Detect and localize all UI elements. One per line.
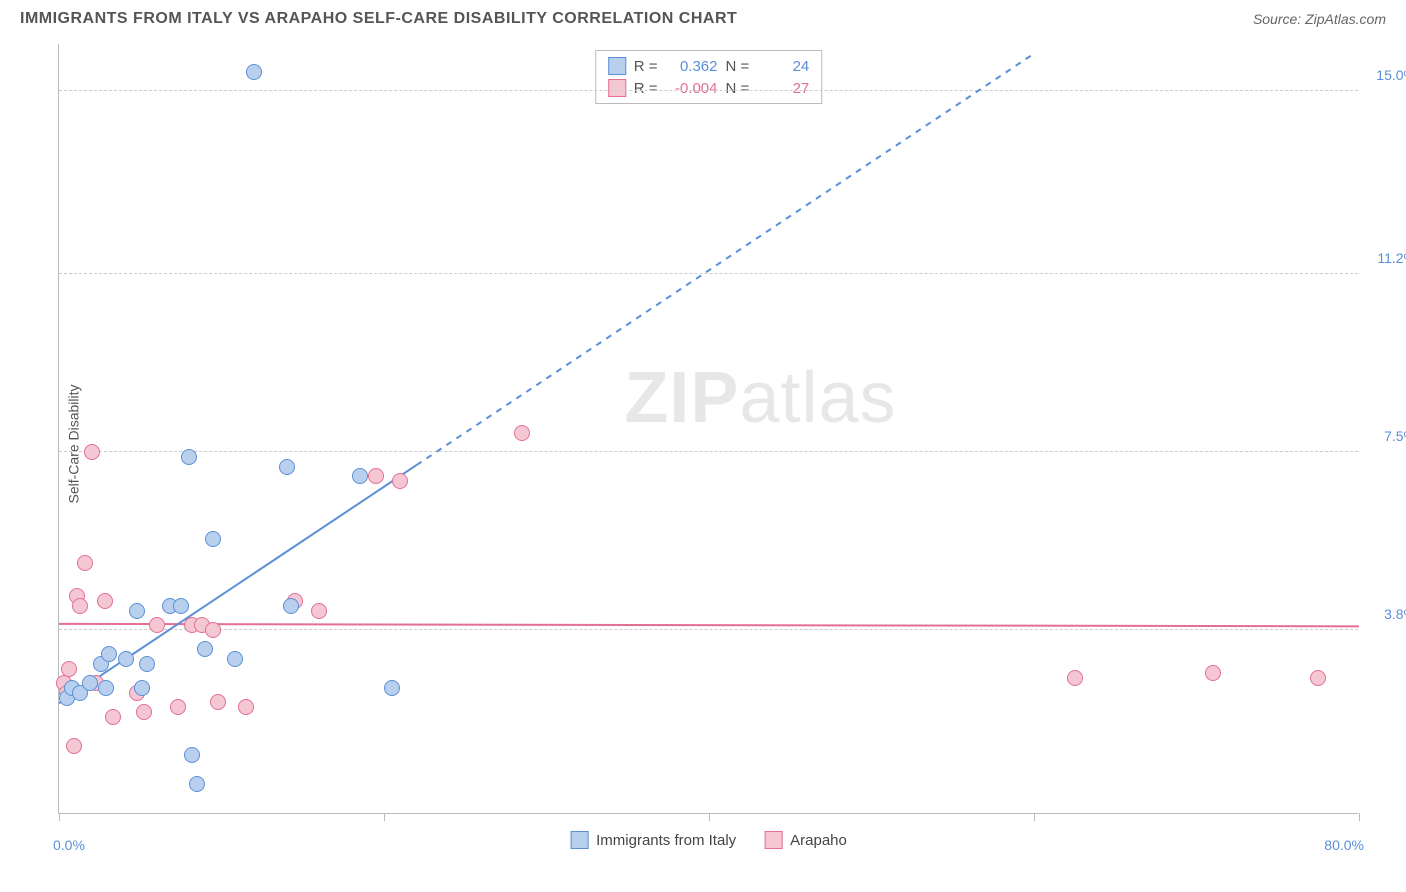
blue-point [283, 598, 299, 614]
blue-point [189, 776, 205, 792]
legend-swatch-pink [608, 79, 626, 97]
x-axis-max-label: 80.0% [1324, 837, 1364, 853]
y-tick-label: 11.2% [1377, 250, 1406, 266]
legend-swatch-blue [570, 831, 588, 849]
y-tick-label: 3.8% [1384, 606, 1406, 622]
blue-point [279, 459, 295, 475]
legend-label-pink: Arapaho [790, 832, 847, 849]
watermark: ZIPatlas [624, 357, 896, 439]
blue-point [173, 598, 189, 614]
r-value-pink: -0.004 [666, 80, 718, 97]
blue-point [134, 680, 150, 696]
chart-title: IMMIGRANTS FROM ITALY VS ARAPAHO SELF-CA… [20, 10, 737, 28]
pink-point [61, 661, 77, 677]
pink-point [1310, 670, 1326, 686]
pink-point [77, 555, 93, 571]
plot-region: ZIPatlas R = 0.362 N = 24 R = -0.004 N =… [58, 44, 1358, 814]
n-value-pink: 27 [757, 80, 809, 97]
legend-swatch-blue [608, 57, 626, 75]
blue-point [101, 646, 117, 662]
x-tick [1034, 813, 1035, 821]
blue-point [352, 468, 368, 484]
trend-line [59, 44, 1359, 814]
legend-label-blue: Immigrants from Italy [596, 832, 736, 849]
pink-point [368, 468, 384, 484]
blue-point [181, 449, 197, 465]
pink-point [105, 709, 121, 725]
pink-point [84, 444, 100, 460]
pink-point [1205, 665, 1221, 681]
correlation-legend: R = 0.362 N = 24 R = -0.004 N = 27 [595, 50, 823, 104]
blue-point [227, 651, 243, 667]
chart-area: Self-Care Disability ZIPatlas R = 0.362 … [48, 44, 1388, 844]
blue-point [205, 531, 221, 547]
blue-point [384, 680, 400, 696]
r-label: R = [634, 80, 658, 97]
pink-point [170, 699, 186, 715]
pink-point [205, 622, 221, 638]
trend-line [59, 44, 1359, 814]
n-label: N = [726, 58, 750, 75]
pink-point [392, 473, 408, 489]
x-tick [709, 813, 710, 821]
blue-point [98, 680, 114, 696]
r-value-blue: 0.362 [666, 58, 718, 75]
blue-point [129, 603, 145, 619]
source-label: Source: ZipAtlas.com [1253, 11, 1386, 27]
pink-point [514, 425, 530, 441]
gridline [59, 629, 1358, 630]
series-legend: Immigrants from Italy Arapaho [570, 831, 847, 849]
gridline [59, 451, 1358, 452]
blue-point [118, 651, 134, 667]
blue-point [139, 656, 155, 672]
blue-point [197, 641, 213, 657]
pink-point [210, 694, 226, 710]
pink-point [238, 699, 254, 715]
legend-swatch-pink [764, 831, 782, 849]
gridline [59, 273, 1358, 274]
pink-point [136, 704, 152, 720]
blue-point [184, 747, 200, 763]
pink-point [97, 593, 113, 609]
x-tick [384, 813, 385, 821]
x-tick [1359, 813, 1360, 821]
pink-point [66, 738, 82, 754]
x-tick [59, 813, 60, 821]
pink-point [1067, 670, 1083, 686]
x-axis-min-label: 0.0% [53, 837, 85, 853]
pink-point [72, 598, 88, 614]
n-value-blue: 24 [757, 58, 809, 75]
pink-point [311, 603, 327, 619]
y-tick-label: 7.5% [1384, 428, 1406, 444]
pink-point [149, 617, 165, 633]
n-label: N = [726, 80, 750, 97]
y-tick-label: 15.0% [1376, 67, 1406, 83]
blue-point [246, 64, 262, 80]
blue-point [82, 675, 98, 691]
r-label: R = [634, 58, 658, 75]
gridline [59, 90, 1358, 91]
